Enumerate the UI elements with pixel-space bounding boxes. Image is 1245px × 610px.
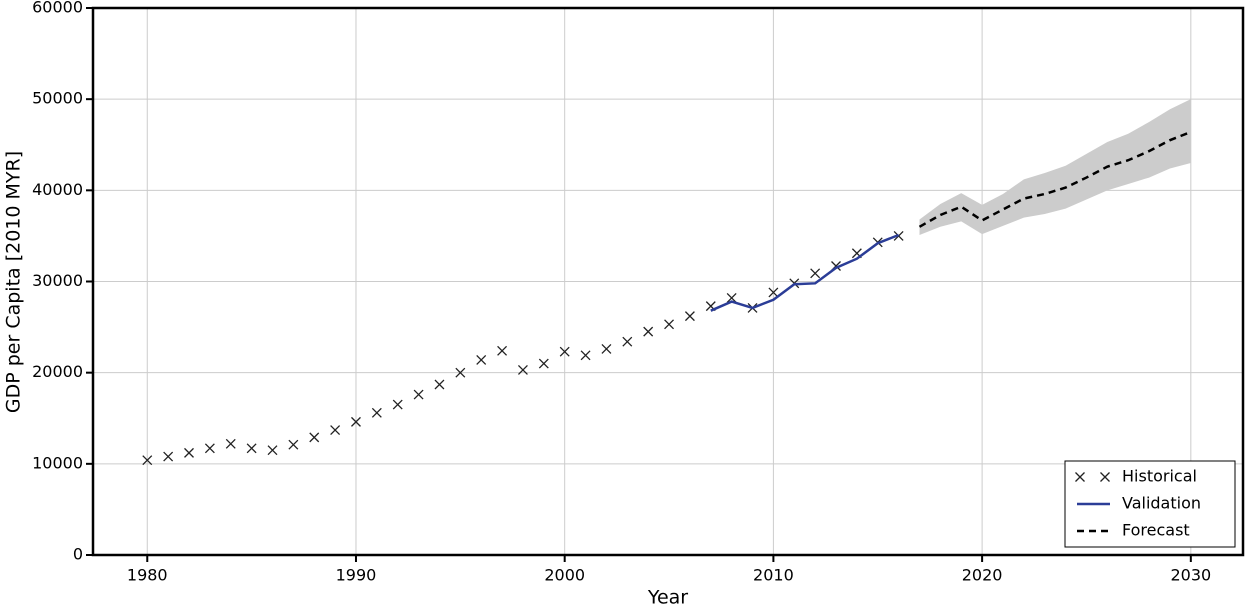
marker [664,319,675,330]
legend-label: Validation [1122,494,1201,513]
x-tick-label: 1980 [127,566,168,585]
forecast-band [919,99,1191,236]
marker [351,416,361,427]
marker [517,364,528,375]
marker [601,344,612,354]
series-line [710,233,900,312]
x-tick-label: 2020 [962,566,1003,585]
marker [309,432,320,443]
legend: Historical Validation Forecast [1064,460,1236,548]
marker [768,287,779,298]
plot-frame [91,6,1245,557]
marker [184,447,194,458]
marker [497,345,508,356]
marker [538,358,549,369]
marker [204,443,215,454]
legend-label: Historical [1122,467,1197,486]
y-tick-label: 0 [73,545,83,564]
y-tick-label: 10000 [32,453,83,472]
x-tick-label: 1990 [336,566,377,585]
marker [246,443,257,454]
y-axis-label: GDP per Capita [2010 MYR] [3,151,25,413]
legend-marker [1100,472,1110,482]
x-axis-label: Year [647,587,688,609]
marker [726,292,737,303]
y-tick-label: 50000 [32,89,83,108]
y-tick-label: 20000 [32,362,83,381]
x-tick-label: 2000 [544,566,585,585]
marker [142,455,153,466]
marker [288,439,299,450]
marker [392,399,403,410]
y-tick-label: 30000 [32,271,83,290]
legend-marker [1075,472,1085,482]
marker [225,438,236,449]
marker [643,326,654,337]
marker [684,311,695,322]
y-tick-label: 40000 [32,180,83,199]
marker [810,268,821,279]
marker [476,354,487,365]
marker [413,389,424,400]
x-tick-label: 2010 [753,566,794,585]
marker [434,379,445,390]
x-tick-label: 2030 [1170,566,1211,585]
marker [580,350,591,361]
marker [559,346,570,357]
marker [371,407,382,418]
legend-label: Forecast [1122,521,1190,540]
marker [267,445,278,456]
marker [163,451,174,462]
marker [455,367,466,378]
y-tick-label: 60000 [32,0,83,17]
marker [330,425,341,436]
marker [622,336,633,347]
series-line [918,130,1192,228]
